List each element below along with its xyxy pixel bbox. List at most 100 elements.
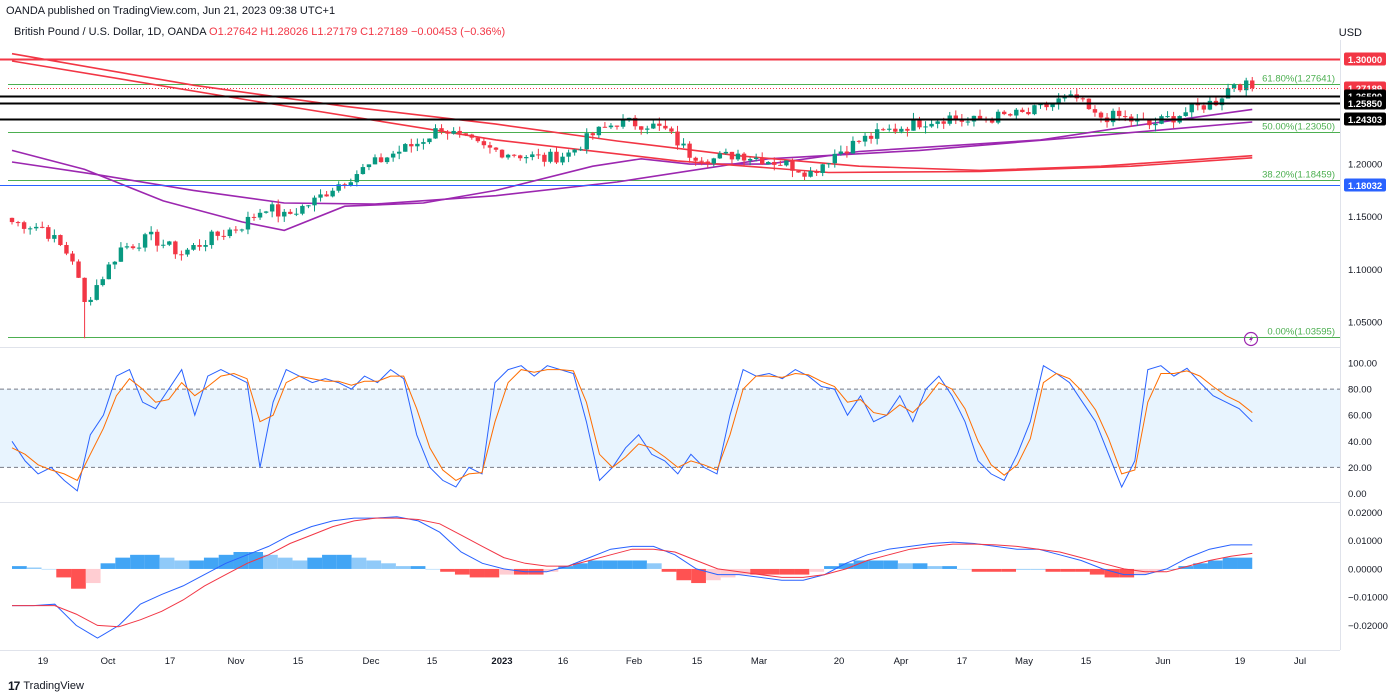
candle-body (766, 161, 771, 165)
candle-body (548, 151, 553, 162)
price-axis-badge-label: 1.25850 (1348, 99, 1382, 110)
macd-histogram-bar (322, 554, 337, 569)
candle-body (965, 121, 971, 123)
macd-histogram-bar (395, 566, 411, 569)
fib-level-label: 61.80%(1.27641) (1262, 74, 1335, 85)
stochastic-line (11, 369, 1253, 482)
candle-body (518, 155, 523, 159)
ohlc-change: −0.00453 (−0.36%) (410, 26, 506, 38)
candle-body (1032, 105, 1037, 115)
price-axis-tick-label: 1.20000 (1348, 160, 1382, 171)
macd-histogram-bar (632, 560, 647, 569)
stochastic-axis-tick-label: 20.00 (1348, 463, 1372, 474)
candle-body (1014, 109, 1019, 116)
macd-histogram-bar (440, 568, 455, 572)
candle-body (505, 154, 511, 158)
candle-body (173, 241, 178, 255)
tradingview-footer[interactable]: 17 TradingView (8, 679, 84, 693)
macd-histogram-bar (499, 568, 515, 575)
candle-body (1189, 103, 1194, 113)
candle-body (632, 117, 638, 127)
candle-body (675, 131, 680, 146)
candle-body (584, 133, 589, 150)
stochastic-axis-tick-label: 0.00 (1348, 489, 1367, 500)
stochastic-axis-tick-label: 40.00 (1348, 437, 1372, 448)
time-axis-tick-label: 17 (957, 656, 968, 667)
candle-body (421, 142, 426, 144)
macd-line (12, 516, 1253, 639)
time-axis-tick-label: Feb (626, 656, 642, 667)
macd-histogram-bar (100, 563, 116, 569)
candle-body (469, 134, 474, 138)
macd-histogram-bar (1104, 568, 1120, 578)
candle-body (772, 161, 777, 165)
macd-histogram-bar (336, 554, 352, 569)
candle-body (699, 160, 704, 162)
candle-body (1225, 88, 1231, 99)
candle-body (15, 222, 21, 224)
candle-body (554, 151, 559, 163)
candle-body (796, 170, 801, 173)
candle-body (354, 174, 360, 183)
candle-body (463, 133, 468, 135)
candle-body (94, 285, 99, 300)
candle-body (669, 128, 674, 132)
candle-body (705, 161, 710, 164)
price-axis-badge-label: 1.24303 (1348, 115, 1382, 126)
time-axis-tick-label: 15 (293, 656, 304, 667)
ohlc-open: O1.27642 (209, 26, 258, 38)
moving-average-line (11, 52, 1253, 172)
time-axis-tick-label: Dec (363, 656, 380, 667)
macd-histogram-bar (794, 568, 810, 575)
candle-body (959, 119, 965, 122)
candle-body (832, 153, 837, 164)
price-axis-tick-label: 1.15000 (1348, 212, 1382, 223)
candle-body (723, 151, 729, 154)
candle-body (445, 131, 450, 134)
macd-histogram-bar (1148, 568, 1164, 572)
time-axis-tick-label: Jul (1294, 656, 1306, 667)
candle-body (167, 241, 172, 245)
price-axis-tick-label: 1.05000 (1348, 317, 1382, 328)
candle-body (1050, 103, 1055, 108)
candle-body (457, 130, 462, 134)
candle-body (451, 130, 456, 134)
candle-body (578, 149, 583, 151)
candle-body (384, 157, 390, 163)
candle-body (663, 125, 668, 129)
macd-histogram-bar (735, 568, 751, 575)
time-axis-tick-label: 17 (165, 656, 176, 667)
candle-body (499, 149, 505, 158)
candle-body (390, 153, 396, 158)
macd-histogram-bar (779, 568, 795, 575)
time-axis-tick-label: 16 (558, 656, 569, 667)
candle-body (239, 229, 245, 231)
candle-body (1008, 114, 1013, 116)
candle-body (312, 197, 317, 206)
candle-body (1020, 109, 1025, 113)
macd-axis-tick-label: −0.02000 (1348, 621, 1388, 632)
macd-histogram-bar (292, 560, 308, 569)
candle-body (760, 157, 765, 165)
macd-histogram-bar (1207, 560, 1223, 569)
macd-histogram-bar (1237, 557, 1253, 569)
tradingview-brand: TradingView (23, 680, 84, 692)
macd-histogram-bar (1030, 568, 1046, 570)
macd-histogram-bar (1001, 568, 1017, 572)
macd-histogram-bar (484, 568, 500, 578)
candle-body (542, 154, 547, 162)
stochastic-band (0, 389, 1340, 468)
macd-histogram-bar (587, 560, 603, 569)
candle-body (995, 111, 1001, 123)
candle-body (614, 125, 620, 127)
candle-body (185, 249, 190, 255)
candle-body (657, 123, 662, 126)
price-axis-badge (1344, 178, 1386, 192)
macd-histogram-bar (558, 566, 574, 569)
candle-body (784, 160, 789, 166)
ohlc-low: L1.27179 (311, 26, 358, 38)
candle-body (1062, 96, 1067, 99)
candle-body (838, 151, 844, 154)
candle-body (76, 261, 81, 278)
